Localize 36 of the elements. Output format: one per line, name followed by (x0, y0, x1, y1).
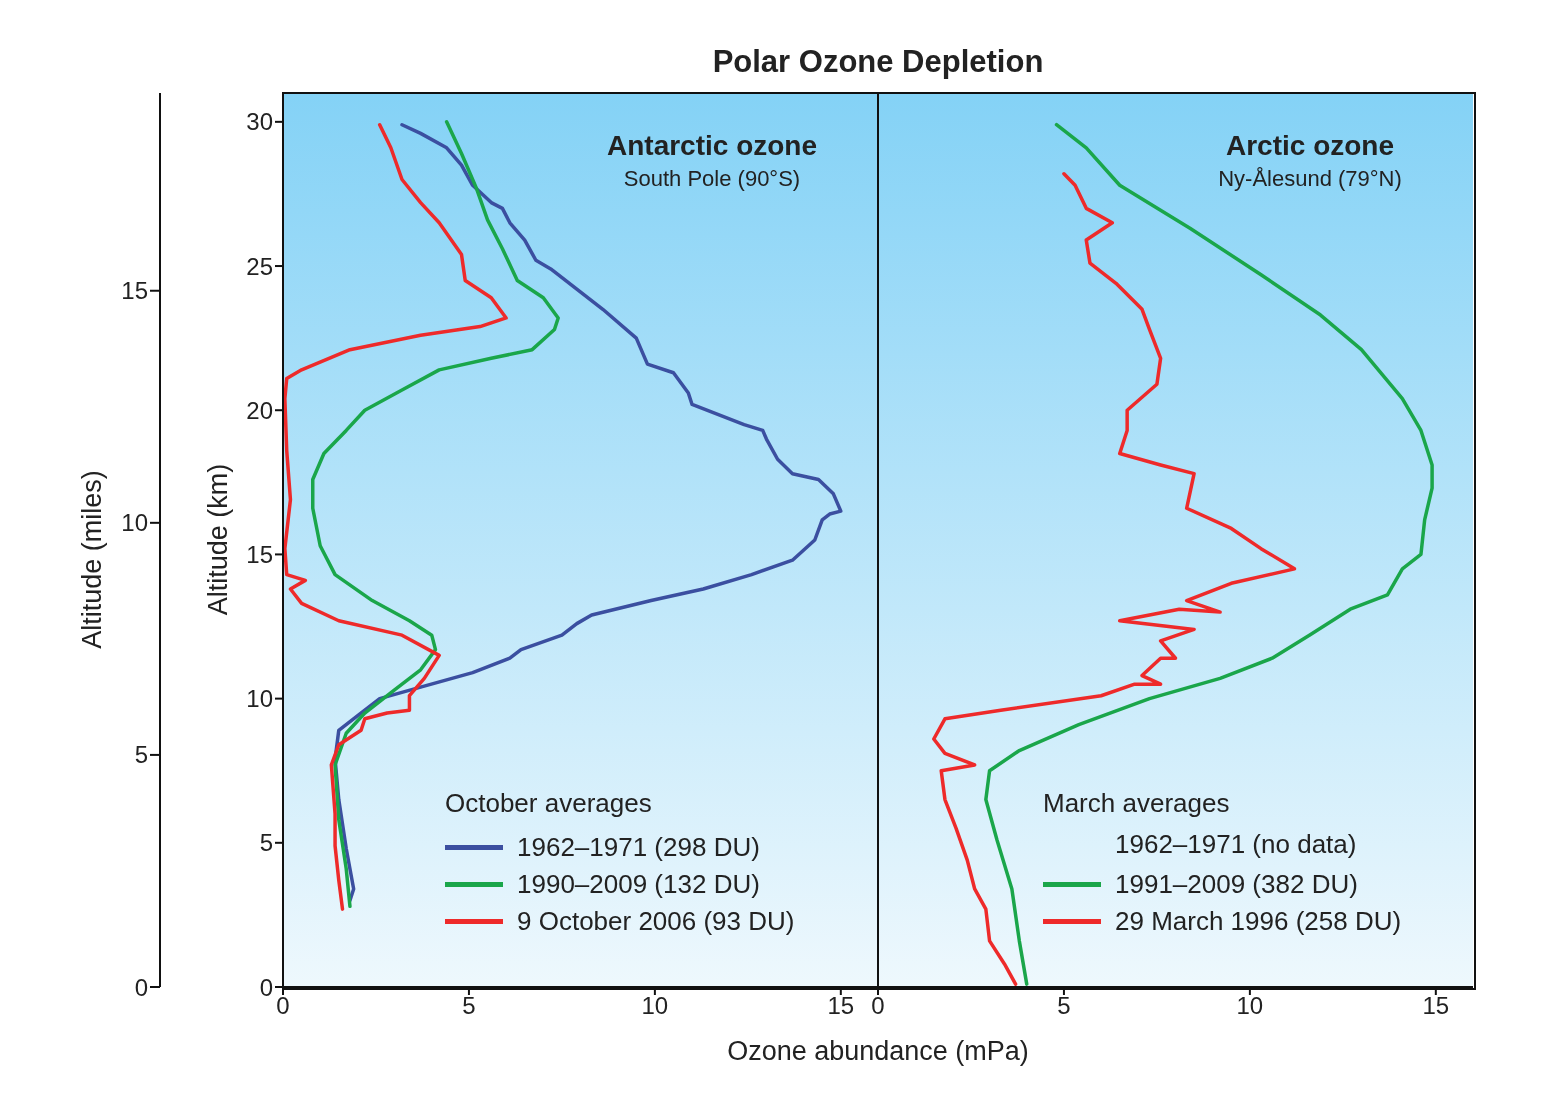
text: Antarctic ozone (606, 130, 818, 162)
legend-label: 1962–1971 (298 DU) (517, 832, 760, 863)
x-tick-label: 0 (871, 992, 885, 1020)
text: Arctic ozone (1225, 130, 1395, 162)
annotation: 1962–1971 (no data) (1114, 829, 1358, 861)
y-tick-label: 15 (246, 540, 273, 568)
x-axis-title: Ozone abundance (mPa) (726, 1036, 1030, 1067)
legend-label: 9 October 2006 (93 DU) (517, 906, 795, 937)
y-tick-label: 5 (259, 829, 273, 857)
y2-tick-label: 10 (121, 509, 148, 537)
text: Polar Ozone Depletion (711, 44, 1045, 80)
legend-title: March averages (1043, 788, 1231, 819)
y-tick-label: 30 (246, 108, 273, 136)
x-tick-label: 5 (462, 992, 476, 1020)
y-axis-title: Altitude (km) (202, 462, 234, 618)
x-tick-label: 15 (827, 992, 855, 1020)
y-tick-label: 10 (246, 685, 273, 713)
legend-label: 29 March 1996 (258 DU) (1115, 906, 1402, 937)
text: Ny-Ålesund (79°N) (1217, 166, 1403, 192)
x-tick-label: 10 (641, 992, 669, 1020)
x-tick-label: 10 (1236, 992, 1264, 1020)
text: South Pole (90°S) (622, 166, 802, 192)
x-tick-label: 0 (276, 992, 290, 1020)
legend-label: 1991–2009 (382 DU) (1115, 869, 1358, 900)
y-tick-label: 0 (259, 973, 273, 1001)
legend-title: October averages (445, 788, 653, 819)
x-tick-label: 15 (1422, 992, 1450, 1020)
y2-tick-label: 5 (134, 741, 148, 769)
legend-label: 1990–2009 (132 DU) (517, 869, 760, 900)
line-series (333, 122, 843, 903)
y2-tick-label: 15 (121, 277, 148, 305)
x-tick-label: 5 (1057, 992, 1071, 1020)
y-tick-label: 25 (246, 252, 273, 280)
y2-tick-label: 0 (134, 973, 148, 1001)
y2-axis-title: Altitude (miles) (76, 469, 108, 651)
y-tick-label: 20 (246, 396, 273, 424)
